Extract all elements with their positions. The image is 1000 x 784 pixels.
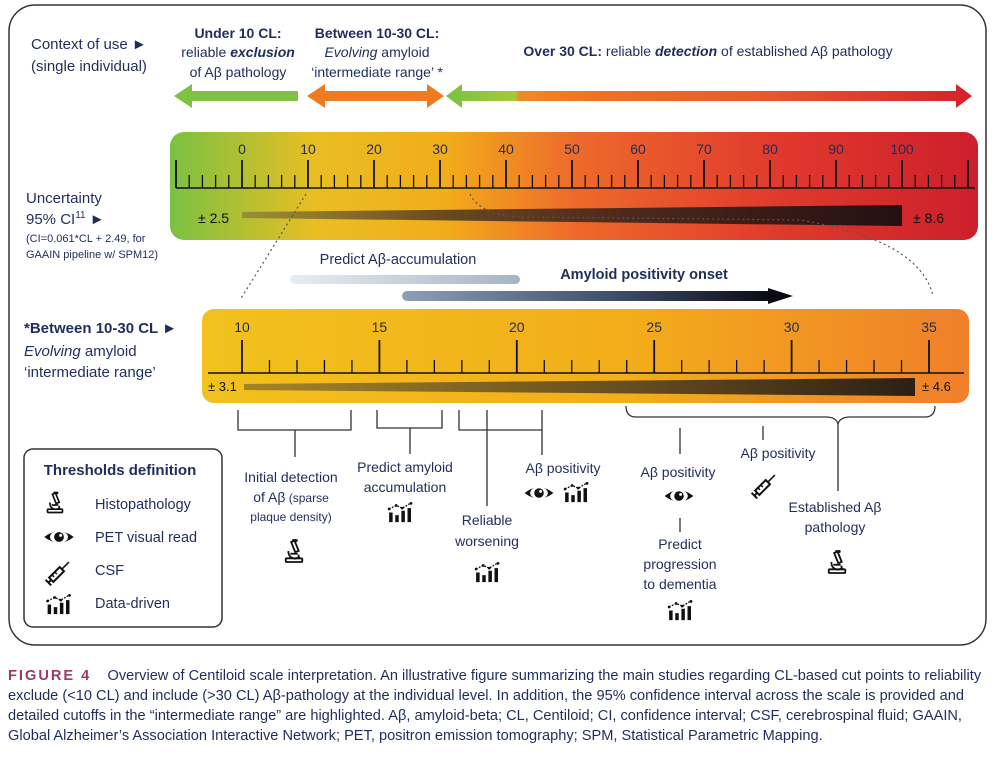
intermediate-tick-label: 15 [372, 319, 388, 335]
intermediate-scale: 10 15 20 25 30 35 ± 3.1 ± 4.6 [202, 309, 969, 403]
scale-tick-label: 30 [432, 141, 448, 157]
intermediate-tick-label: 25 [646, 319, 662, 335]
zoom-label-line3: ‘intermediate range’ [24, 364, 156, 381]
scale-tick-label: 100 [890, 141, 914, 157]
intermediate-tick-label: 20 [509, 319, 525, 335]
cutpoint-ab-positivity-2: Aβ positivity [641, 464, 716, 502]
ci-left-label: ± 2.5 [198, 210, 229, 226]
scale-tick-label: 20 [366, 141, 382, 157]
diagram-canvas: Context of use ► (single individual) Und… [8, 4, 987, 646]
reliable-worsening-line2: worsening [454, 533, 519, 549]
data-driven-icon [563, 482, 590, 503]
thresholds-legend: Thresholds definition Histopathology PET… [23, 448, 223, 628]
legend-item-csf: CSF [95, 563, 124, 579]
caption-text: Overview of Centiloid scale interpretati… [8, 668, 982, 744]
intermediate-tick-label: 10 [234, 319, 250, 335]
between-title: Between 10-30 CL: [315, 25, 439, 41]
legend-item-histopathology: Histopathology [95, 497, 192, 513]
scale-tick-labels: 0 10 20 30 40 50 60 70 80 90 100 [238, 141, 914, 157]
scale-tick-label: 10 [300, 141, 316, 157]
established-line1: Established Aβ [789, 499, 882, 515]
data-driven-icon [387, 502, 414, 523]
between-line2: Evolving amyloid [324, 44, 429, 60]
legend-item-pet-visual-read: PET visual read [95, 530, 197, 546]
ab-positivity-label: Aβ positivity [641, 464, 716, 480]
scale-tick-label: 90 [828, 141, 844, 157]
cutpoint-progression: Predict progression to dementia [643, 536, 717, 621]
scale-tick-label: 60 [630, 141, 646, 157]
established-line2: pathology [805, 519, 866, 535]
positivity-onset-arrow [402, 288, 793, 304]
cutpoint-initial-detection: Initial detection of Aβ (sparse plaque d… [244, 469, 338, 564]
eye-icon [664, 490, 694, 502]
intermediate-tick-labels: 10 15 20 25 30 35 [234, 319, 937, 335]
reliable-worsening-line1: Reliable [462, 512, 513, 528]
zoom-label-line2: Evolving amyloid [24, 343, 137, 360]
data-driven-icon [474, 562, 501, 583]
uncertainty-line1: Uncertainty [26, 190, 102, 207]
intermediate-tick-label: 30 [784, 319, 800, 335]
between-line3: ‘intermediate range’ * [311, 64, 443, 80]
initial-detection-line1: Initial detection [244, 469, 337, 485]
scale-tick-label: 70 [696, 141, 712, 157]
cutpoint-ab-positivity-1: Aβ positivity [524, 460, 601, 503]
figure-label: FIGURE 4 [8, 668, 92, 684]
cutpoint-reliable-worsening: Reliable worsening [454, 512, 519, 583]
over30-text: Over 30 CL: reliable detection of establ… [523, 43, 892, 59]
intermediate-ci-right: ± 4.6 [922, 379, 951, 394]
cutpoint-predict-accumulation: Predict amyloid accumulation [357, 459, 453, 523]
intermediate-ci-left: ± 3.1 [208, 379, 237, 394]
scale-tick-label: 40 [498, 141, 514, 157]
scale-tick-marks [175, 160, 969, 188]
scale-tick-label: 50 [564, 141, 580, 157]
cutpoint-brackets [237, 405, 936, 532]
scale-tick-label: 0 [238, 141, 246, 157]
cutpoint-established: Established Aβ pathology [789, 499, 882, 575]
ab-positivity-label: Aβ positivity [526, 460, 601, 476]
predict-accumulation-label: Predict Aβ-accumulation [320, 252, 477, 268]
figure-caption: FIGURE 4 Overview of Centiloid scale int… [8, 666, 992, 746]
legend-item-data-driven: Data-driven [95, 596, 170, 612]
predict-amyloid-line1: Predict amyloid [357, 459, 453, 475]
predict-accumulation-bar [290, 275, 520, 284]
progression-line2: progression [643, 556, 716, 572]
scale-tick-label: 80 [762, 141, 778, 157]
uncertainty-line2: 95% CI11 ► [26, 210, 105, 228]
under10-line3: of Aβ pathology [190, 64, 287, 80]
positivity-onset-label: Amyloid positivity onset [560, 267, 728, 283]
zoom-label-line1: *Between 10-30 CL ► [24, 320, 177, 337]
microscope-icon [284, 538, 304, 564]
intermediate-ci-wedge [244, 378, 915, 396]
intermediate-tick-marks [241, 340, 930, 373]
legend-title: Thresholds definition [44, 462, 197, 479]
syringe-icon [750, 471, 779, 500]
uncertainty-line4: GAAIN pipeline w/ SPM12) [26, 249, 158, 261]
initial-detection-line2: of Aβ (sparse [253, 489, 329, 505]
zoom-connector-right [469, 193, 934, 297]
eye-icon [524, 487, 554, 499]
centiloid-scale: 0 10 20 30 40 50 60 70 80 90 100 ± 2.5 ± 8.6 [170, 132, 978, 240]
cutpoint-ab-positivity-3: Aβ positivity [741, 445, 816, 500]
under10-title: Under 10 CL: [194, 25, 281, 41]
zoom-connector-left [239, 193, 307, 301]
context-arrows [174, 84, 972, 108]
under10-line2: reliable exclusion [181, 44, 295, 60]
predict-amyloid-line2: accumulation [364, 479, 447, 495]
context-label-line1: Context of use ► [31, 36, 147, 53]
ci-wedge [242, 205, 902, 226]
uncertainty-line3: (CI=0.061*CL + 2.49, for [26, 233, 146, 245]
outer-frame [8, 4, 987, 646]
data-driven-icon [667, 600, 694, 621]
initial-detection-line3: plaque density) [250, 510, 331, 524]
context-label-line2: (single individual) [31, 58, 147, 75]
ab-positivity-label: Aβ positivity [741, 445, 816, 461]
progression-line3: to dementia [643, 576, 716, 592]
intermediate-tick-label: 35 [921, 319, 937, 335]
ci-right-label: ± 8.6 [913, 210, 944, 226]
progression-line1: Predict [658, 536, 702, 552]
microscope-icon [827, 549, 847, 575]
